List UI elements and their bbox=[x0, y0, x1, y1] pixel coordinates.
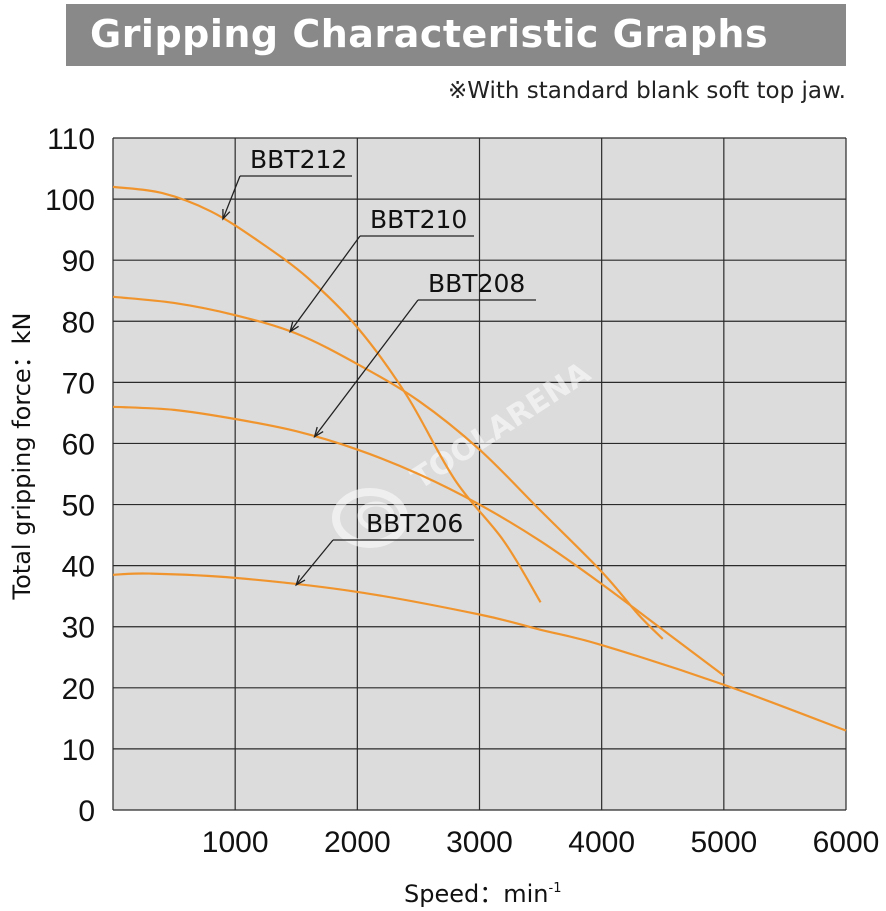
chart-title: Gripping Characteristic Graphs bbox=[90, 12, 769, 56]
series-line-bbt210 bbox=[112, 295, 664, 640]
arrow-head-icon bbox=[295, 575, 306, 587]
watermark-logo-icon bbox=[332, 488, 408, 548]
x-tick-label: 2000 bbox=[324, 826, 391, 859]
x-tick-label: 5000 bbox=[690, 826, 757, 859]
tick-labels: 0 10 20 30 40 50 60 70 80 90 100 110 1000 2000 3000 400… bbox=[45, 123, 879, 859]
series-label: BBT212 bbox=[250, 145, 347, 174]
series-annotation-bbt212: BBT212 bbox=[222, 145, 352, 221]
series-annotation-bbt208: BBT208 bbox=[313, 269, 536, 439]
series-line-bbt212 bbox=[112, 185, 542, 603]
y-tick-label: 110 bbox=[47, 123, 95, 156]
chart-note: ※With standard blank soft top jaw. bbox=[448, 78, 846, 104]
series-line-bbt208 bbox=[112, 405, 725, 677]
leader-line bbox=[314, 299, 419, 438]
series-annotation-bbt210: BBT210 bbox=[289, 205, 474, 334]
x-axis-label: Speed：min-1 bbox=[404, 880, 561, 908]
series-annotations: BBT212 BBT210 BBT208 BBT206 bbox=[222, 145, 536, 587]
y-tick-label: 30 bbox=[62, 612, 95, 645]
arrow-head-icon bbox=[313, 426, 324, 439]
series-label: BBT206 bbox=[366, 509, 463, 538]
x-axis-label-text: Speed：min bbox=[404, 880, 549, 908]
series-label: BBT210 bbox=[370, 205, 467, 234]
y-tick-label: 0 bbox=[78, 795, 95, 828]
y-tick-label: 10 bbox=[62, 734, 95, 767]
series-line-bbt206 bbox=[112, 572, 847, 732]
y-tick-label: 50 bbox=[62, 490, 95, 523]
leader-line bbox=[295, 539, 334, 586]
arrow-head-icon bbox=[289, 321, 299, 334]
y-tick-label: 90 bbox=[62, 245, 95, 278]
x-tick-label: 6000 bbox=[813, 826, 880, 859]
series-label: BBT208 bbox=[428, 269, 525, 298]
y-tick-label: 20 bbox=[62, 673, 95, 706]
leader-line bbox=[289, 235, 361, 333]
title-bar: Gripping Characteristic Graphs bbox=[66, 4, 846, 66]
curves bbox=[112, 185, 847, 732]
y-axis-label: Total gripping force：kN bbox=[8, 313, 36, 601]
arrow-head-icon bbox=[222, 208, 231, 221]
y-tick-label: 100 bbox=[45, 184, 95, 217]
x-tick-label: 1000 bbox=[202, 826, 269, 859]
y-tick-label: 70 bbox=[62, 367, 95, 400]
x-tick-label: 4000 bbox=[568, 826, 635, 859]
y-tick-label: 80 bbox=[62, 306, 95, 339]
y-tick-label: 40 bbox=[62, 551, 95, 584]
series-annotation-bbt206: BBT206 bbox=[295, 509, 474, 587]
y-tick-label: 60 bbox=[62, 428, 95, 461]
x-axis-label-superscript: -1 bbox=[549, 881, 562, 896]
x-tick-label: 3000 bbox=[446, 826, 513, 859]
leader-line bbox=[222, 175, 241, 220]
